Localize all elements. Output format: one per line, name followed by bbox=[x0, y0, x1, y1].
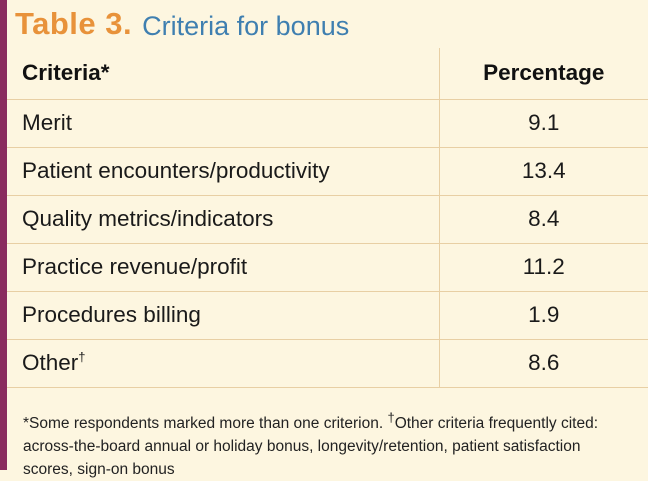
row-criteria: Other† bbox=[7, 338, 440, 388]
row-criteria: Patient encounters/productivity bbox=[7, 146, 440, 196]
criteria-label: Practice revenue/profit bbox=[22, 254, 248, 279]
table-header-row: Criteria* Percentage bbox=[7, 48, 648, 100]
criteria-table-container: Criteria* Percentage Merit 9.1 Patient e… bbox=[7, 48, 648, 388]
dagger-mark: † bbox=[387, 409, 395, 425]
table-number-label: Table 3. bbox=[15, 6, 133, 41]
row-percentage: 8.4 bbox=[438, 194, 648, 244]
table-row: Merit 9.1 bbox=[7, 98, 648, 148]
row-criteria: Procedures billing bbox=[7, 290, 440, 340]
table-row: Practice revenue/profit 11.2 bbox=[7, 242, 648, 292]
row-percentage: 13.4 bbox=[438, 146, 648, 196]
row-criteria: Practice revenue/profit bbox=[7, 242, 440, 292]
criteria-marker: † bbox=[78, 349, 86, 365]
table-row: Quality metrics/indicators 8.4 bbox=[7, 194, 648, 244]
criteria-label: Procedures billing bbox=[22, 302, 201, 327]
table-row: Other† 8.6 bbox=[7, 338, 648, 388]
table-title: Table 3. Criteria for bonus bbox=[7, 0, 648, 48]
criteria-table: Criteria* Percentage Merit 9.1 Patient e… bbox=[7, 48, 648, 388]
header-percentage: Percentage bbox=[438, 48, 648, 100]
row-percentage: 8.6 bbox=[438, 338, 648, 388]
criteria-label: Merit bbox=[22, 110, 72, 135]
row-percentage: 1.9 bbox=[438, 290, 648, 340]
table-caption: Criteria for bonus bbox=[142, 11, 350, 41]
table-row: Patient encounters/productivity 13.4 bbox=[7, 146, 648, 196]
criteria-label: Patient encounters/productivity bbox=[22, 158, 330, 183]
row-percentage: 9.1 bbox=[438, 98, 648, 148]
table-footnotes: *Some respondents marked more than one c… bbox=[7, 398, 648, 481]
header-criteria: Criteria* bbox=[7, 48, 440, 100]
criteria-label: Quality metrics/indicators bbox=[22, 206, 274, 231]
row-criteria: Quality metrics/indicators bbox=[7, 194, 440, 244]
asterisk-footnote: *Some respondents marked more than one c… bbox=[23, 415, 384, 432]
row-percentage: 11.2 bbox=[438, 242, 648, 292]
row-criteria: Merit bbox=[7, 98, 440, 148]
table-row: Procedures billing 1.9 bbox=[7, 290, 648, 340]
left-accent-rule bbox=[0, 0, 7, 470]
criteria-label: Other bbox=[22, 350, 79, 375]
